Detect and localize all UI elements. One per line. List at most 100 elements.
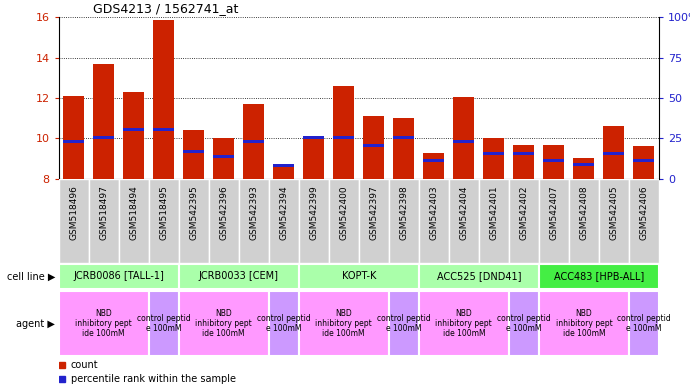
- Bar: [633, 146, 654, 179]
- Text: GSM518496: GSM518496: [69, 185, 78, 240]
- Text: GSM542401: GSM542401: [489, 185, 498, 240]
- Bar: [419, 179, 449, 263]
- Bar: [153, 127, 174, 131]
- Text: GSM542397: GSM542397: [369, 185, 378, 240]
- Bar: [479, 179, 509, 263]
- Bar: [364, 116, 384, 179]
- Bar: [179, 179, 209, 263]
- Text: percentile rank within the sample: percentile rank within the sample: [70, 374, 236, 384]
- Text: KOPT-K: KOPT-K: [342, 271, 376, 281]
- Bar: [359, 179, 388, 263]
- Bar: [569, 179, 599, 263]
- Bar: [573, 163, 594, 166]
- Text: NBD
inhibitory pept
ide 100mM: NBD inhibitory pept ide 100mM: [315, 309, 372, 338]
- Text: GSM542400: GSM542400: [339, 185, 348, 240]
- Bar: [539, 264, 659, 289]
- Bar: [88, 179, 119, 263]
- Bar: [484, 152, 504, 155]
- Bar: [629, 179, 659, 263]
- Bar: [513, 152, 534, 155]
- Bar: [513, 145, 534, 179]
- Bar: [304, 136, 324, 139]
- Text: NBD
inhibitory pept
ide 100mM: NBD inhibitory pept ide 100mM: [75, 309, 132, 338]
- Bar: [328, 179, 359, 263]
- Bar: [63, 140, 84, 143]
- Bar: [389, 291, 419, 356]
- Text: GSM518494: GSM518494: [129, 185, 138, 240]
- Bar: [149, 291, 179, 356]
- Text: GSM542398: GSM542398: [400, 185, 408, 240]
- Text: NBD
inhibitory pept
ide 100mM: NBD inhibitory pept ide 100mM: [435, 309, 492, 338]
- Bar: [364, 144, 384, 147]
- Text: GSM542407: GSM542407: [549, 185, 558, 240]
- Bar: [299, 179, 328, 263]
- Bar: [179, 291, 269, 356]
- Text: agent ▶: agent ▶: [17, 318, 55, 329]
- Bar: [449, 179, 479, 263]
- Bar: [333, 86, 354, 179]
- Text: GSM518495: GSM518495: [159, 185, 168, 240]
- Text: control peptid
e 100mM: control peptid e 100mM: [617, 314, 671, 333]
- Text: GDS4213 / 1562741_at: GDS4213 / 1562741_at: [93, 2, 239, 15]
- Bar: [484, 138, 504, 179]
- Bar: [273, 167, 294, 179]
- Bar: [93, 136, 114, 139]
- Bar: [544, 145, 564, 179]
- Text: GSM542403: GSM542403: [429, 185, 438, 240]
- Text: ACC483 [HPB-ALL]: ACC483 [HPB-ALL]: [554, 271, 644, 281]
- Bar: [453, 140, 474, 143]
- Bar: [93, 64, 114, 179]
- Text: NBD
inhibitory pept
ide 100mM: NBD inhibitory pept ide 100mM: [555, 309, 612, 338]
- Text: GSM542393: GSM542393: [249, 185, 258, 240]
- Text: GSM542396: GSM542396: [219, 185, 228, 240]
- Bar: [424, 159, 444, 162]
- Bar: [213, 155, 234, 158]
- Text: NBD
inhibitory pept
ide 100mM: NBD inhibitory pept ide 100mM: [195, 309, 252, 338]
- Bar: [633, 159, 654, 162]
- Bar: [509, 179, 539, 263]
- Bar: [269, 291, 299, 356]
- Text: GSM542404: GSM542404: [460, 185, 469, 240]
- Bar: [419, 264, 539, 289]
- Text: GSM542406: GSM542406: [640, 185, 649, 240]
- Bar: [393, 118, 414, 179]
- Bar: [389, 179, 419, 263]
- Text: GSM518497: GSM518497: [99, 185, 108, 240]
- Bar: [239, 179, 269, 263]
- Bar: [244, 140, 264, 143]
- Text: GSM542402: GSM542402: [520, 185, 529, 240]
- Bar: [509, 291, 539, 356]
- Bar: [59, 179, 88, 263]
- Text: control peptid
e 100mM: control peptid e 100mM: [377, 314, 431, 333]
- Text: count: count: [70, 360, 98, 370]
- Bar: [124, 92, 144, 179]
- Bar: [273, 164, 294, 167]
- Bar: [599, 179, 629, 263]
- Bar: [119, 179, 149, 263]
- Bar: [299, 264, 419, 289]
- Bar: [124, 127, 144, 131]
- Text: JCRB0086 [TALL-1]: JCRB0086 [TALL-1]: [73, 271, 164, 281]
- Bar: [153, 20, 174, 179]
- Bar: [184, 130, 204, 179]
- Text: control peptid
e 100mM: control peptid e 100mM: [257, 314, 310, 333]
- Text: cell line ▶: cell line ▶: [7, 271, 55, 281]
- Bar: [299, 291, 389, 356]
- Bar: [179, 264, 299, 289]
- Bar: [539, 179, 569, 263]
- Bar: [244, 104, 264, 179]
- Bar: [629, 291, 659, 356]
- Bar: [544, 159, 564, 162]
- Bar: [453, 97, 474, 179]
- Bar: [59, 264, 179, 289]
- Bar: [269, 179, 299, 263]
- Text: GSM542408: GSM542408: [580, 185, 589, 240]
- Text: GSM542394: GSM542394: [279, 185, 288, 240]
- Bar: [149, 179, 179, 263]
- Bar: [424, 153, 444, 179]
- Bar: [573, 159, 594, 179]
- Bar: [208, 179, 239, 263]
- Bar: [333, 136, 354, 139]
- Bar: [213, 138, 234, 179]
- Bar: [59, 291, 149, 356]
